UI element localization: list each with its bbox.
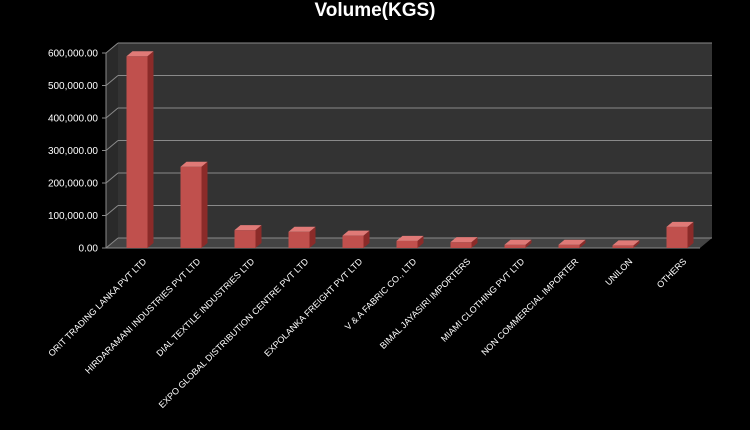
bar-top	[342, 230, 370, 236]
y-tick-label: 600,000.00	[48, 49, 98, 60]
bar-front	[288, 231, 310, 248]
bar	[612, 240, 640, 248]
bar-top	[504, 239, 532, 245]
y-tick-label: 200,000.00	[48, 179, 98, 190]
bar-front	[396, 240, 418, 248]
bar-top	[126, 51, 154, 57]
bar-side	[579, 239, 586, 248]
bar-top	[450, 237, 478, 243]
bar-side	[633, 240, 640, 248]
bar-side	[255, 225, 262, 248]
bar-top	[666, 221, 694, 227]
chart-title: Volume(KGS)	[314, 0, 436, 21]
x-tick-label: ORIT TRADING LANKA PVT LTD	[46, 256, 148, 358]
bar-side	[309, 226, 316, 248]
x-tick-label: HIRDARAMANI INDUSTRIES PVT LTD	[83, 256, 203, 376]
gridline-side	[105, 172, 119, 184]
bar-front	[342, 235, 364, 248]
bar-front	[504, 244, 526, 248]
bar-side	[363, 230, 370, 248]
bar	[126, 51, 154, 248]
x-tick-label: NON COMMERCIAL IMPORTER	[479, 256, 580, 357]
y-tick-label: 100,000.00	[48, 211, 98, 222]
bar-front	[558, 244, 580, 248]
x-tick-label: UNILON	[603, 256, 634, 287]
bar-front	[234, 230, 256, 248]
bar	[450, 237, 478, 248]
bar	[558, 239, 586, 248]
y-tick-label: 500,000.00	[48, 81, 98, 92]
bar-top	[180, 161, 208, 167]
bar-front	[666, 226, 688, 248]
bar-side	[471, 237, 478, 248]
bar-top	[288, 226, 316, 232]
bar	[666, 221, 694, 248]
bar-top	[558, 239, 586, 245]
bar-side	[417, 235, 424, 248]
bar-front	[126, 56, 148, 248]
bar-front	[180, 166, 202, 248]
bar	[180, 161, 208, 248]
y-tick-label: 0.00	[79, 244, 99, 255]
bar	[342, 230, 370, 248]
gridline-side	[105, 75, 119, 86]
bar	[504, 239, 532, 248]
y-tick-label: 300,000.00	[48, 146, 98, 157]
bar-top	[396, 235, 424, 241]
bar-front	[612, 245, 634, 248]
bar-front	[450, 242, 472, 248]
y-tick-label: 400,000.00	[48, 114, 98, 125]
bar	[234, 225, 262, 248]
gridline-side	[105, 237, 119, 249]
x-tick-label: DIAL TEXTILE INDUSTRIES LTD	[154, 256, 256, 358]
bar-side	[687, 221, 694, 248]
bar	[396, 235, 424, 248]
gridline-side	[105, 140, 119, 151]
bar-top	[612, 240, 640, 246]
bar-side	[147, 51, 154, 248]
gridline-side	[105, 107, 119, 119]
bar-side	[525, 239, 532, 248]
x-tick-label: BIMAL JAYASIRI IMPORTERS	[378, 256, 473, 351]
gridline-side	[105, 205, 119, 216]
x-tick-label: EXPOLANKA FREIGHT PVT LTD	[262, 256, 365, 359]
bar	[288, 226, 316, 248]
bar-side	[201, 161, 208, 248]
x-tick-label: OTHERS	[655, 256, 689, 290]
gridline-side	[105, 42, 119, 54]
bar-top	[234, 225, 262, 231]
